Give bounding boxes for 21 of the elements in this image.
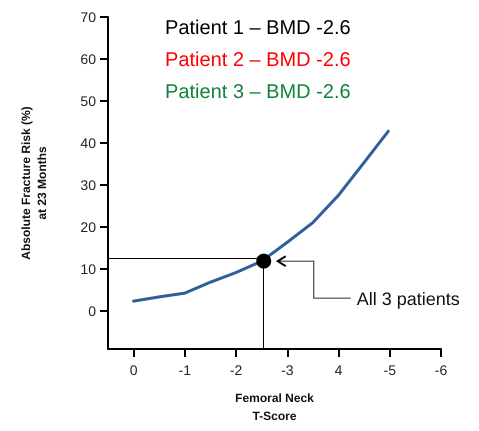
annotation: Patient 3 – BMD -2.6 — [165, 81, 351, 103]
annotation: All 3 patients — [356, 289, 460, 310]
annotation: Patient 1 – BMD -2.6 — [165, 17, 351, 39]
y-tick-label: 0 — [88, 303, 96, 320]
x-axis-title: Femoral Neck T-Score — [235, 391, 314, 423]
y-tick-label: 60 — [80, 51, 96, 68]
y-tick-label: 40 — [80, 135, 96, 152]
x-tick-label: -1 — [178, 362, 192, 378]
y-tick-label: 10 — [80, 261, 96, 278]
x-tick-label: -3 — [281, 362, 294, 378]
y-tick-label: 50 — [80, 93, 96, 110]
y-tick-label: 20 — [80, 219, 96, 236]
x-tick-label: 0 — [130, 362, 138, 378]
x-tick-label: 4 — [334, 362, 343, 378]
x-tick-label: -2 — [230, 362, 243, 378]
annotation: Patient 2 – BMD -2.6 — [165, 49, 351, 71]
x-tick-label: -5 — [384, 362, 396, 378]
x-tick-label: -6 — [434, 362, 448, 378]
y-axis-title: Absolute Fracture Risk (%) at 23 Months — [19, 106, 49, 260]
y-tick-label: 70 — [80, 9, 96, 25]
y-tick-label: 30 — [80, 177, 96, 194]
